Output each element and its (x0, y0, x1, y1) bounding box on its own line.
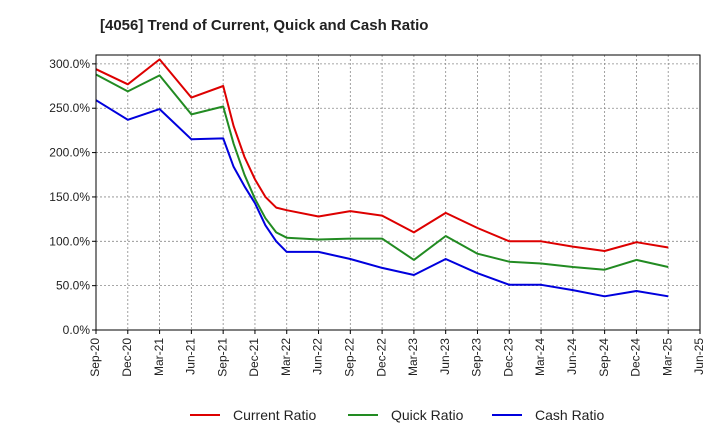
x-tick-label: Jun-24 (565, 338, 579, 375)
y-tick-label: 200.0% (49, 146, 90, 160)
x-tick-label: Sep-22 (342, 338, 356, 377)
series-lines (95, 58, 669, 298)
plot-frame (95, 54, 701, 331)
series-line-current-ratio (95, 58, 669, 252)
y-tick-label: 250.0% (49, 101, 90, 115)
x-tick-label: Dec-22 (374, 338, 388, 377)
x-tick-label: Jun-22 (311, 338, 325, 375)
x-tick-label: Dec-20 (120, 338, 134, 377)
x-tick-label: Jun-23 (438, 338, 452, 375)
legend: Current Ratio Quick Ratio Cash Ratio (190, 407, 604, 423)
y-tick-label: 0.0% (63, 323, 91, 337)
x-tick-label: Mar-24 (533, 338, 547, 376)
legend-label: Cash Ratio (535, 407, 604, 423)
x-tick-label: Mar-21 (152, 338, 166, 376)
x-tick-label: Sep-24 (597, 338, 611, 377)
x-tick-label: Dec-24 (629, 338, 643, 377)
series-line-quick-ratio (95, 73, 669, 271)
x-tick-label: Dec-21 (247, 338, 261, 377)
y-tick-label: 300.0% (49, 57, 90, 71)
x-tick-label: Sep-23 (470, 338, 484, 377)
x-axis-ticks: Sep-20 Dec-20 Mar-21 Jun-21 Sep-21 Dec-21 Mar-… (88, 330, 706, 377)
y-tick-label: 100.0% (49, 234, 90, 248)
y-axis-ticks: 0.0% 50.0% 100.0% 150.0% 200.0% 250.0% 300.0% (49, 57, 96, 337)
x-tick-label: Mar-22 (279, 338, 293, 376)
x-tick-label: Sep-21 (215, 338, 229, 377)
x-tick-label: Mar-25 (660, 338, 674, 376)
x-tick-label: Jun-25 (692, 338, 706, 375)
x-tick-label: Sep-20 (88, 338, 102, 377)
grid (96, 55, 700, 330)
y-tick-label: 50.0% (56, 279, 90, 293)
legend-item: Current Ratio (190, 407, 316, 423)
legend-label: Quick Ratio (391, 407, 464, 423)
x-tick-label: Jun-21 (184, 338, 198, 375)
series-line-cash-ratio (95, 99, 669, 298)
y-tick-label: 150.0% (49, 190, 90, 204)
legend-item: Cash Ratio (492, 407, 604, 423)
legend-item: Quick Ratio (348, 407, 464, 423)
x-tick-label: Mar-23 (406, 338, 420, 376)
chart-title: [4056] Trend of Current, Quick and Cash … (100, 17, 428, 34)
legend-label: Current Ratio (233, 407, 316, 423)
x-tick-label: Dec-23 (501, 338, 515, 377)
